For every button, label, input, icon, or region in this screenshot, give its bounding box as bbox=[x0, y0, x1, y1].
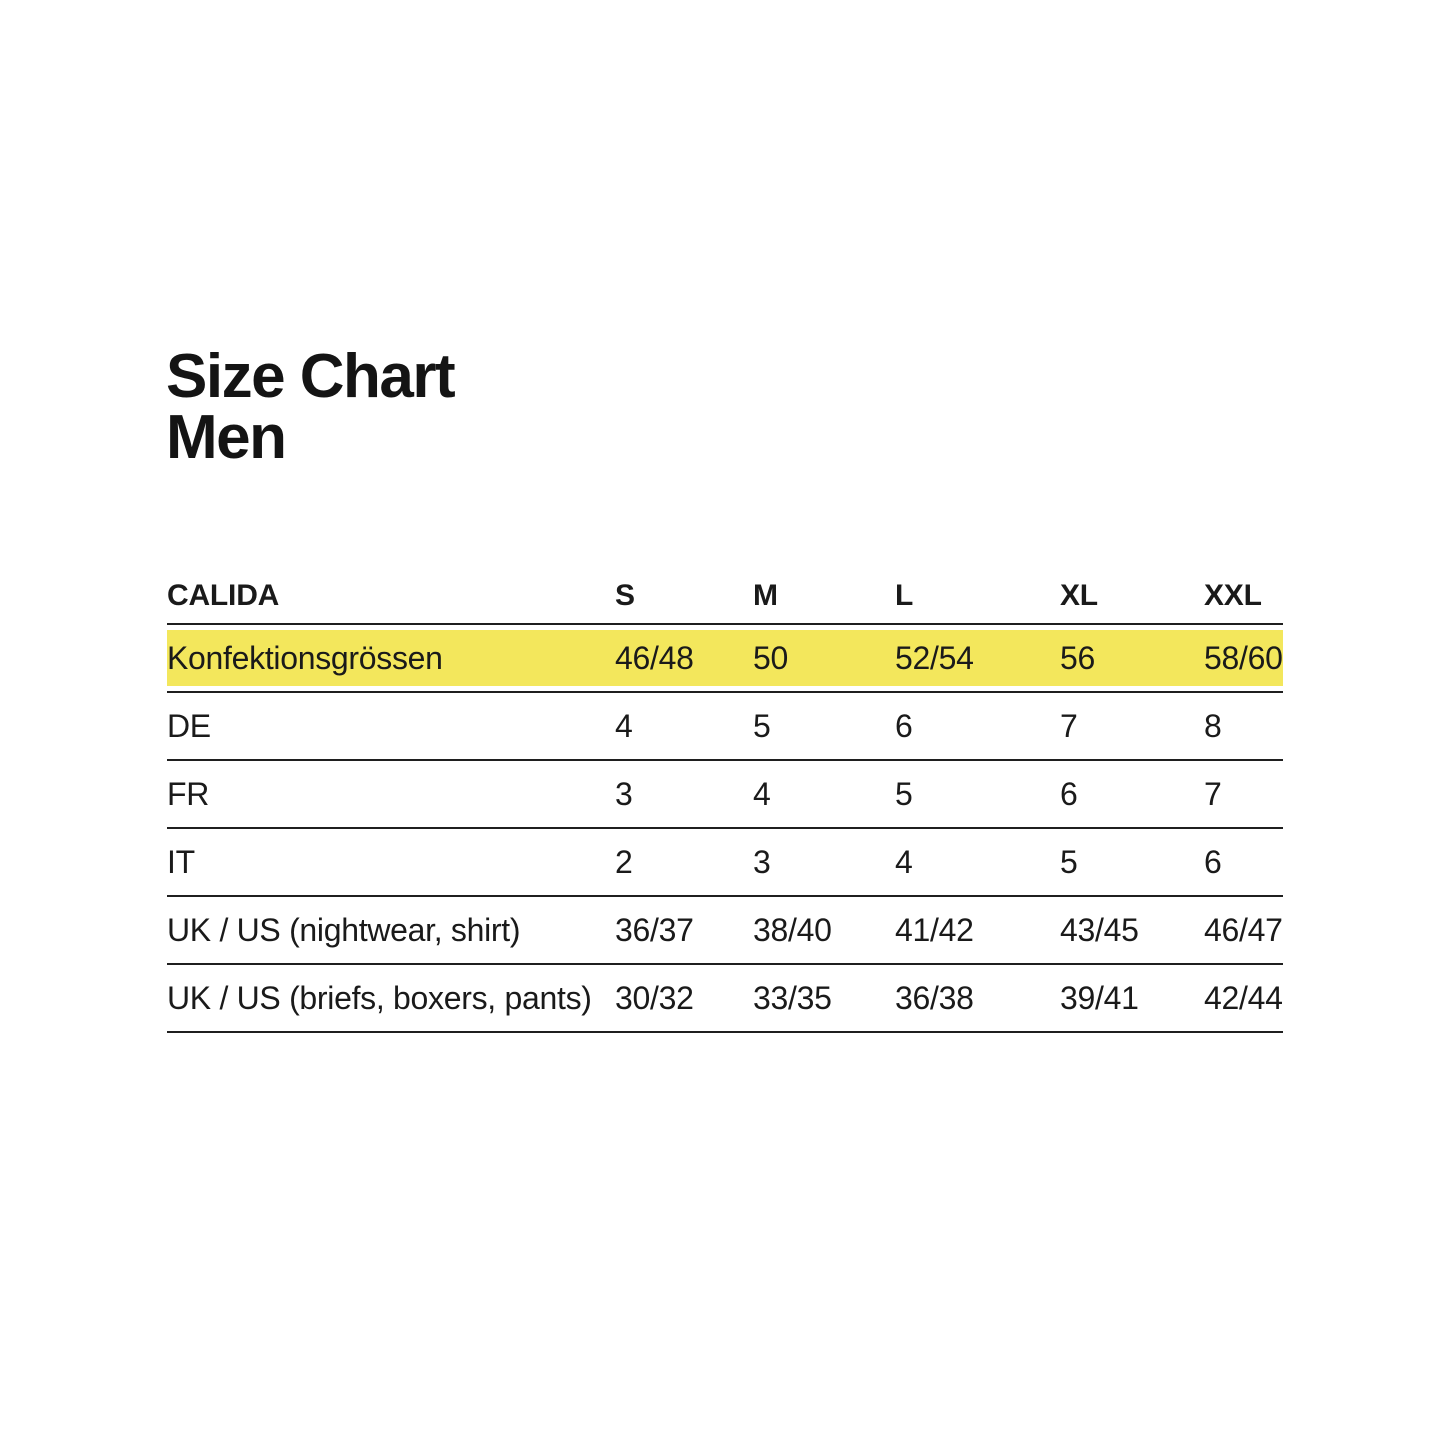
size-value: 4 bbox=[753, 775, 771, 812]
row-label: UK / US (nightwear, shirt) bbox=[167, 911, 521, 948]
table-row-fr: FR 3 4 5 6 7 bbox=[167, 761, 1283, 829]
size-value: 38/40 bbox=[753, 911, 832, 948]
column-header-s: S bbox=[615, 578, 635, 612]
size-value: 56 bbox=[1060, 639, 1095, 676]
size-value: 5 bbox=[753, 707, 771, 744]
size-value: 2 bbox=[615, 843, 633, 880]
page-title-line1: Size Chart bbox=[166, 342, 456, 411]
size-value: 58/60 bbox=[1204, 639, 1283, 676]
size-value: 3 bbox=[615, 775, 633, 812]
size-value: 6 bbox=[1060, 775, 1078, 812]
size-value: 8 bbox=[1204, 707, 1222, 744]
size-value: 33/35 bbox=[753, 979, 832, 1016]
size-value: 52/54 bbox=[895, 639, 974, 676]
column-header-xl: XL bbox=[1060, 578, 1098, 612]
size-value: 6 bbox=[895, 707, 913, 744]
size-value: 6 bbox=[1204, 843, 1222, 880]
size-value: 4 bbox=[615, 707, 633, 744]
size-value: 46/47 bbox=[1204, 911, 1283, 948]
size-value: 5 bbox=[895, 775, 913, 812]
table-row-ukus-briefs: UK / US (briefs, boxers, pants) 30/32 33… bbox=[167, 965, 1283, 1033]
size-value: 7 bbox=[1060, 707, 1078, 744]
column-header-l: L bbox=[895, 578, 914, 612]
size-value: 3 bbox=[753, 843, 771, 880]
table-row-de: DE 4 5 6 7 8 bbox=[167, 693, 1283, 761]
column-header-xxl: XXL bbox=[1204, 578, 1262, 612]
size-value: 41/42 bbox=[895, 911, 974, 948]
row-label: FR bbox=[167, 775, 210, 812]
size-value: 43/45 bbox=[1060, 911, 1139, 948]
size-value: 36/37 bbox=[615, 911, 694, 948]
page-title-line2: Men bbox=[166, 403, 287, 472]
size-value: 42/44 bbox=[1204, 979, 1283, 1016]
size-value: 7 bbox=[1204, 775, 1222, 812]
table-row-ukus-nightwear: UK / US (nightwear, shirt) 36/37 38/40 4… bbox=[167, 897, 1283, 965]
size-table: CALIDA S M L XL XXL Konfektionsgrössen 4… bbox=[167, 568, 1283, 1033]
size-value: 30/32 bbox=[615, 979, 694, 1016]
table-header-row: CALIDA S M L XL XXL bbox=[167, 568, 1283, 625]
row-label: Konfektionsgrössen bbox=[167, 639, 443, 676]
size-value: 39/41 bbox=[1060, 979, 1139, 1016]
column-header-brand: CALIDA bbox=[167, 578, 280, 612]
row-label: DE bbox=[167, 707, 211, 744]
table-row-it: IT 2 3 4 5 6 bbox=[167, 829, 1283, 897]
column-header-m: M bbox=[753, 578, 778, 612]
page-title: Size Chart Men bbox=[166, 342, 456, 472]
size-value: 46/48 bbox=[615, 639, 694, 676]
size-value: 5 bbox=[1060, 843, 1078, 880]
size-value: 4 bbox=[895, 843, 913, 880]
row-label: UK / US (briefs, boxers, pants) bbox=[167, 979, 592, 1016]
table-row-konfektionsgroessen: Konfektionsgrössen 46/48 50 52/54 56 58/… bbox=[167, 625, 1283, 693]
size-value: 50 bbox=[753, 639, 788, 676]
row-label: IT bbox=[167, 843, 195, 880]
size-value: 36/38 bbox=[895, 979, 974, 1016]
